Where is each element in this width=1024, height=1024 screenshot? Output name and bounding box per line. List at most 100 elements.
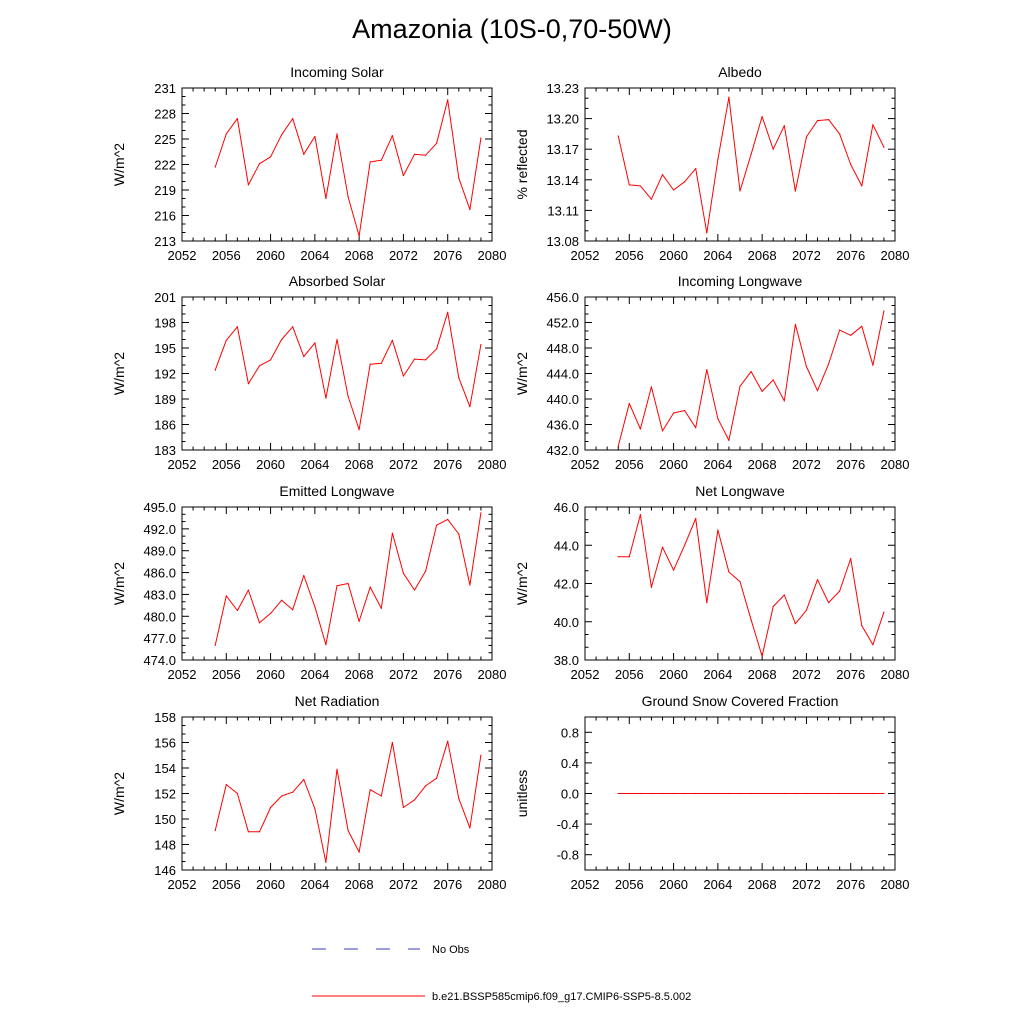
data-point xyxy=(617,135,619,137)
data-point xyxy=(661,792,664,795)
data-point xyxy=(336,133,338,135)
panel-absorbed-solar: 2052 2056 2060 2064 2068 2072 2076 2080 183 186 18… xyxy=(111,273,506,472)
data-point xyxy=(303,153,305,155)
data-point xyxy=(695,792,697,795)
y-tick-label: 228 xyxy=(154,107,176,122)
x-tick-label: 2052 xyxy=(168,877,197,892)
y-tick-label: 148 xyxy=(154,838,176,853)
y-tick-label: -0.8 xyxy=(557,848,579,863)
y-tick-label: 492.0 xyxy=(143,522,176,537)
x-tick-label: 2056 xyxy=(615,667,644,682)
x-tick-label: 2076 xyxy=(836,457,865,472)
data-point xyxy=(827,792,830,795)
data-point xyxy=(369,161,371,163)
data-point xyxy=(347,829,349,832)
data-point xyxy=(480,344,482,346)
data-point xyxy=(236,792,238,795)
x-tick-label: 2060 xyxy=(256,667,285,682)
y-tick-label: 195 xyxy=(154,341,176,356)
data-point xyxy=(424,154,427,156)
panel-title: Incoming Solar xyxy=(290,64,384,80)
data-point xyxy=(639,428,641,430)
y-tick-label: 154 xyxy=(154,761,176,776)
x-tick-label: 2060 xyxy=(659,667,688,682)
data-point xyxy=(314,342,316,344)
data-point xyxy=(225,133,227,135)
data-point xyxy=(292,791,294,793)
data-point xyxy=(358,235,360,237)
data-point xyxy=(380,795,382,797)
data-point xyxy=(303,778,305,781)
data-point xyxy=(347,395,349,398)
data-point xyxy=(728,792,730,795)
x-tick-label: 2056 xyxy=(212,667,241,682)
panel-title: Absorbed Solar xyxy=(289,273,386,289)
data-point xyxy=(783,400,785,402)
data-point xyxy=(424,570,427,572)
data-point xyxy=(480,512,482,514)
data-point xyxy=(661,174,664,176)
data-point xyxy=(617,792,619,795)
data-point xyxy=(458,533,460,535)
data-point xyxy=(369,789,371,791)
x-tick-label: 2068 xyxy=(345,457,374,472)
x-tick-label: 2064 xyxy=(300,457,329,472)
y-tick-label: 150 xyxy=(154,812,176,827)
data-point xyxy=(706,369,708,371)
data-point xyxy=(413,799,416,801)
data-point xyxy=(839,590,841,592)
y-tick-label: 495.0 xyxy=(143,500,176,515)
data-point xyxy=(380,607,382,609)
data-point xyxy=(706,602,708,604)
panel-incoming-solar: 2052 2056 2060 2064 2068 2072 2076 2080 213 216 21… xyxy=(111,64,506,263)
x-tick-label: 2072 xyxy=(792,457,821,472)
y-tick-label: 483.0 xyxy=(143,587,176,602)
x-tick-label: 2056 xyxy=(615,877,644,892)
x-tick-label: 2076 xyxy=(836,248,865,263)
plot-frame xyxy=(584,296,896,451)
data-point xyxy=(728,439,730,442)
data-point xyxy=(236,326,238,328)
data-point xyxy=(883,146,885,148)
x-tick-label: 2080 xyxy=(478,457,507,472)
data-point xyxy=(750,792,752,795)
data-point xyxy=(794,792,796,795)
data-point xyxy=(872,644,874,646)
y-tick-label: 158 xyxy=(154,710,176,725)
data-point xyxy=(617,556,619,558)
x-tick-label: 2064 xyxy=(703,877,732,892)
data-point xyxy=(684,544,686,546)
data-point xyxy=(872,364,874,366)
y-tick-label: 46.0 xyxy=(554,500,579,515)
y-tick-label: 192 xyxy=(154,367,176,382)
data-point xyxy=(247,831,250,833)
data-point xyxy=(805,609,808,611)
data-point xyxy=(281,338,283,341)
data-point xyxy=(883,611,885,613)
data-point xyxy=(402,174,405,177)
x-tick-label: 2072 xyxy=(792,877,821,892)
data-point xyxy=(684,792,686,795)
x-tick-label: 2076 xyxy=(836,877,865,892)
y-tick-label: 0.8 xyxy=(561,725,579,740)
page-title: Amazonia (10S-0,70-50W) xyxy=(352,14,672,44)
data-point xyxy=(214,829,216,832)
data-point xyxy=(269,806,272,809)
data-point xyxy=(380,362,382,364)
data-point xyxy=(772,148,774,150)
data-point xyxy=(336,585,338,587)
data-point xyxy=(717,792,719,795)
data-point xyxy=(258,831,261,833)
x-tick-label: 2060 xyxy=(659,457,688,472)
y-axis-label: W/m^2 xyxy=(111,143,127,186)
data-point xyxy=(684,181,686,183)
y-tick-label: 146 xyxy=(154,863,176,878)
data-point xyxy=(292,609,294,611)
panel-albedo: 2052 2056 2060 2064 2068 2072 2076 2080 13.08 13.… xyxy=(514,64,909,263)
data-point xyxy=(325,644,327,646)
data-point xyxy=(424,785,427,787)
legend: No Obs b.e21.BSSP585cmip6.f09_g17.CMIP6-… xyxy=(312,944,691,1003)
data-point xyxy=(861,624,863,627)
data-point xyxy=(214,644,216,647)
